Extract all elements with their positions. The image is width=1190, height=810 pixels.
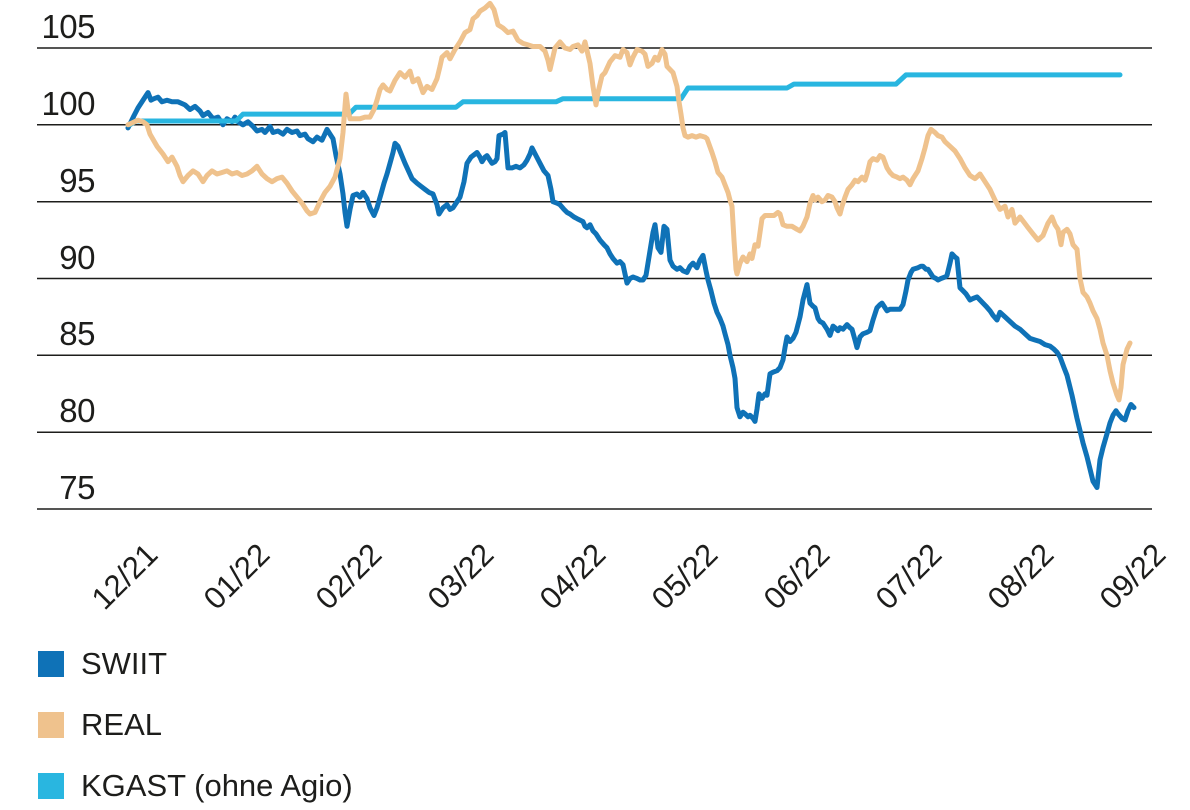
- y-axis-tick-label: 105: [41, 8, 95, 45]
- legend-color-swatch-icon: [38, 772, 64, 799]
- y-axis-tick-label: 80: [59, 392, 95, 430]
- legend-color-swatch-icon: [38, 711, 64, 738]
- y-axis-tick-label: 90: [59, 238, 95, 276]
- legend-label: KGAST (ohne Agio): [81, 768, 353, 803]
- y-axis-tick-label: 75: [59, 469, 95, 506]
- legend-color-swatch-icon: [38, 650, 64, 677]
- legend-label: SWIIT: [81, 646, 168, 681]
- legend-label: REAL: [81, 707, 162, 742]
- legend-row-kgast-ohne-agio: KGAST (ohne Agio): [38, 770, 353, 801]
- series-line-real: [125, 0, 1133, 403]
- series-line-swiit: [125, 90, 1137, 490]
- chart-legend: SWIIT REAL KGAST (ohne Agio): [38, 648, 353, 810]
- legend-row-real: REAL: [38, 709, 353, 740]
- legend-row-swiit: SWIIT: [38, 648, 353, 679]
- y-axis-tick-label: 100: [41, 84, 95, 122]
- series-line-kgast-ohne-agio: [127, 72, 1123, 128]
- y-axis-tick-label: 95: [59, 161, 95, 199]
- y-axis-tick-label: 85: [59, 315, 95, 353]
